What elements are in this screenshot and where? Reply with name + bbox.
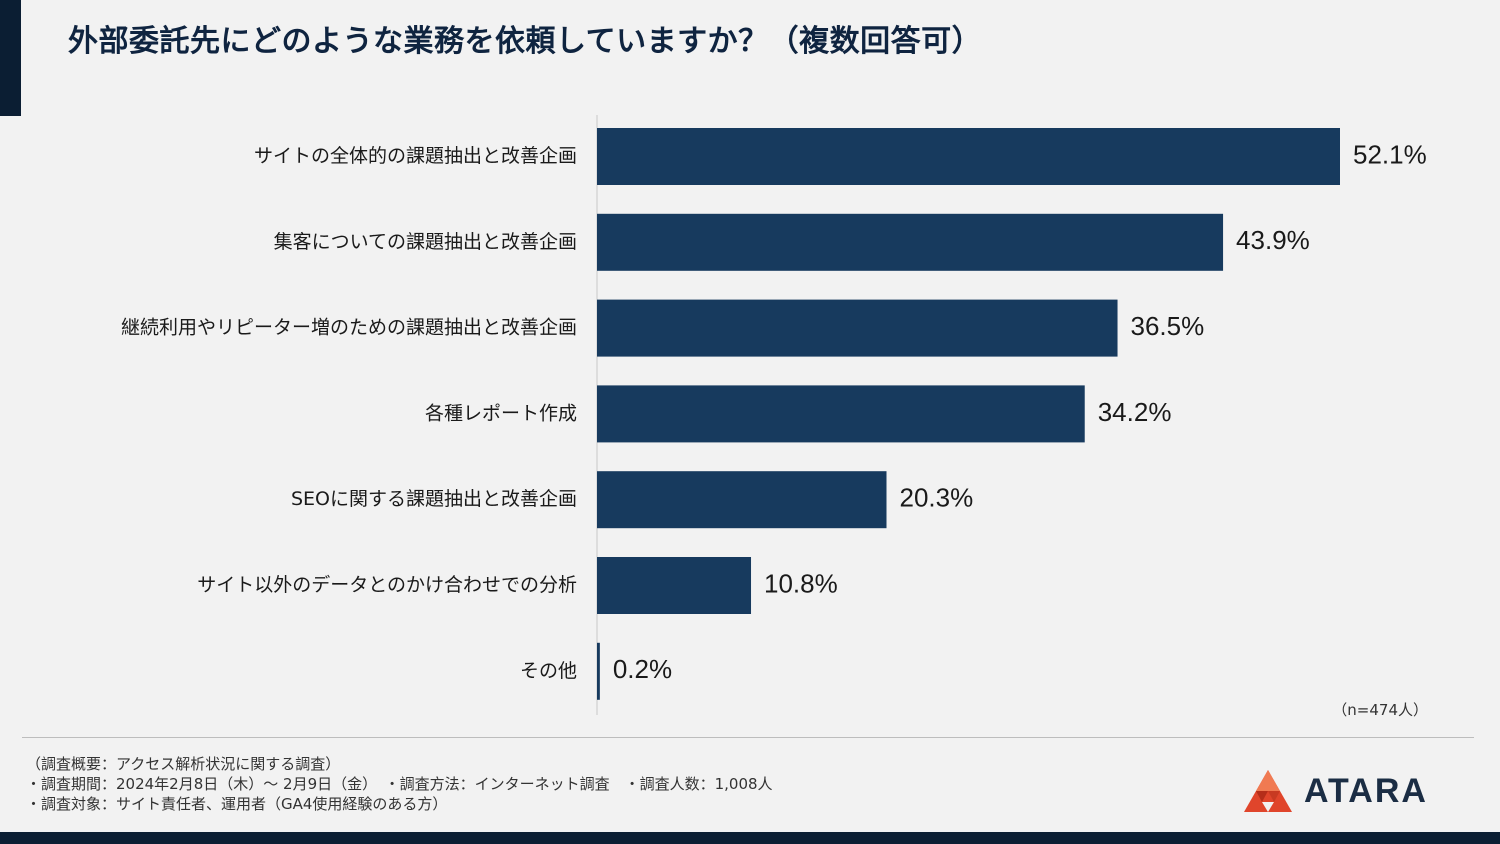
atara-logo: ATARA bbox=[1242, 768, 1428, 814]
survey-note-target: ・調査対象：サイト責任者、運用者（GA4使用経験のある方） bbox=[26, 795, 448, 813]
bottom-bar bbox=[0, 832, 1500, 844]
value-label-1: 52.1% bbox=[1353, 139, 1427, 169]
category-label-4: 各種レポート作成 bbox=[425, 402, 577, 424]
bar-6 bbox=[597, 557, 752, 614]
category-label-6: サイト以外のデータとのかけ合わせでの分析 bbox=[197, 574, 577, 596]
bar-1 bbox=[597, 128, 1340, 185]
value-label-5: 20.3% bbox=[899, 483, 973, 513]
value-label-2: 43.9% bbox=[1236, 225, 1310, 255]
survey-note-period: ・調査期間：2024年2月8日（木）～ 2月9日（金） ・調査方法：インターネッ… bbox=[26, 775, 773, 793]
atara-logo-text: ATARA bbox=[1304, 771, 1428, 810]
category-label-5: SEOに関する課題抽出と改善企画 bbox=[291, 488, 577, 510]
category-label-7: その他 bbox=[520, 660, 577, 682]
atara-logo-icon bbox=[1244, 770, 1292, 812]
title-accent-block bbox=[0, 0, 21, 116]
value-label-3: 36.5% bbox=[1131, 311, 1205, 341]
category-label-3: 継続利用やリピーター増のための課題抽出と改善企画 bbox=[121, 317, 577, 339]
bar-7 bbox=[597, 642, 600, 700]
bar-4 bbox=[597, 385, 1085, 443]
value-label-4: 34.2% bbox=[1098, 397, 1172, 427]
category-label-1: サイトの全体的の課題抽出と改善企画 bbox=[254, 145, 577, 167]
value-label-6: 10.8% bbox=[764, 568, 838, 598]
bar-2 bbox=[597, 213, 1224, 271]
category-label-2: 集客についての課題抽出と改善企画 bbox=[274, 231, 577, 253]
survey-notes: （調査概要：アクセス解析状況に関する調査） ・調査期間：2024年2月8日（木）… bbox=[26, 754, 773, 814]
page-title: 外部委託先にどのような業務を依頼していますか？（複数回答可） bbox=[68, 24, 983, 59]
survey-note-overview: （調査概要：アクセス解析状況に関する調査） bbox=[26, 755, 341, 773]
sample-size-label: （n=474人） bbox=[1332, 701, 1428, 719]
value-label-7: 0.2% bbox=[613, 654, 672, 684]
footer-divider bbox=[22, 737, 1474, 738]
bar-3 bbox=[597, 299, 1118, 357]
bar-5 bbox=[597, 471, 887, 529]
